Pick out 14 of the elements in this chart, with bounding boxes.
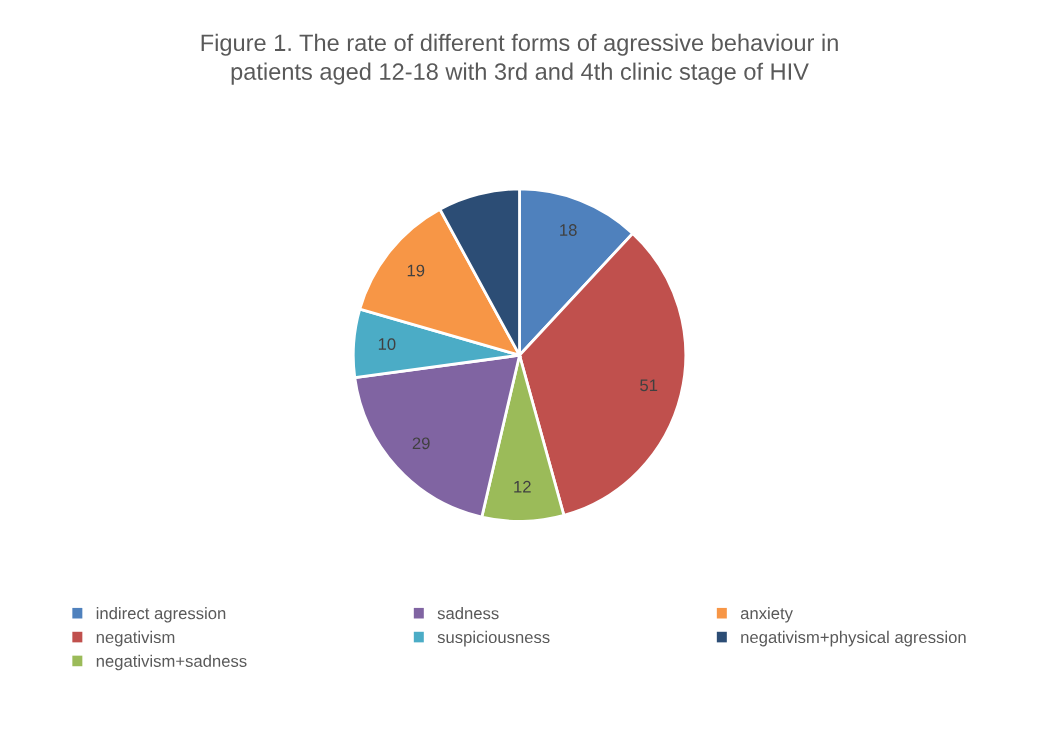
legend-label: negativism+physical agression: [741, 630, 966, 647]
legend-label: negativism: [96, 630, 175, 647]
chart-title: Figure 1. The rate of different forms of agressive behaviour in patients aged 12-18 with 3rd and 4th clinic stage of HIV: [201, 33, 838, 85]
data-label: 18: [560, 224, 577, 236]
legend-label: suspiciousness: [437, 630, 550, 647]
legend-label: indirect agression: [96, 607, 226, 623]
data-label: 10: [378, 338, 396, 350]
legend-label: sadness: [437, 607, 499, 620]
data-label: 12: [514, 480, 531, 493]
data-label: 19: [407, 264, 425, 277]
legend-label: anxiety: [740, 607, 793, 623]
data-label: 51: [640, 379, 658, 392]
legend-label: negativism+sadness: [96, 654, 247, 671]
data-label: 29: [412, 437, 430, 450]
